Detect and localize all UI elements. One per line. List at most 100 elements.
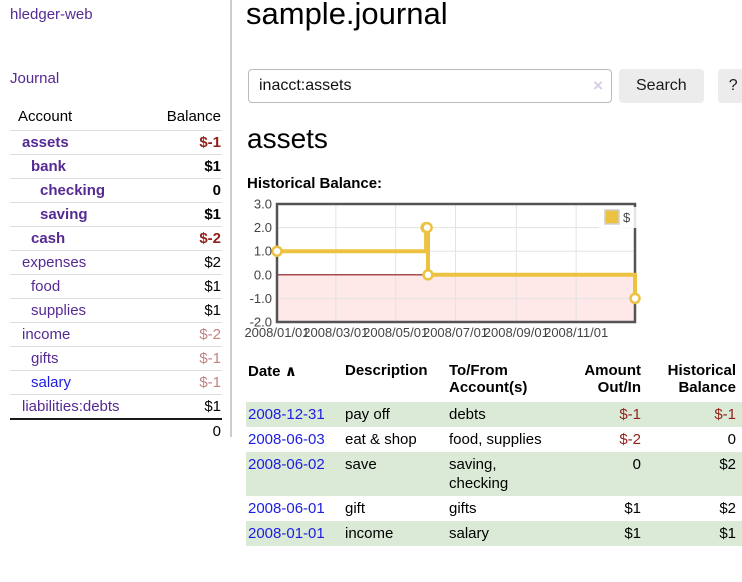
search-button[interactable]: Search	[619, 69, 704, 103]
accounts-tree-table: Account Balance assets $-1 bank $1 check…	[10, 104, 222, 443]
app-brand-link[interactable]: hledger-web	[10, 6, 93, 23]
transaction-balance: $2	[719, 500, 736, 517]
account-balance: $1	[150, 394, 222, 419]
transaction-row: 2008-06-03 eat & shop food, supplies $-2…	[246, 427, 742, 452]
svg-text:2008/05/01: 2008/05/01	[363, 325, 428, 340]
col-accounts: To/From Account(s)	[449, 362, 528, 396]
register-table: Date ∧ Description To/From Account(s) Am…	[246, 360, 742, 546]
transaction-amount: $1	[624, 525, 641, 542]
transaction-row: 2008-01-01 income salary $1 $1	[246, 521, 742, 546]
svg-text:-2.0: -2.0	[250, 315, 272, 330]
transaction-date-link[interactable]: 2008-06-01	[248, 500, 325, 517]
chart-title: Historical Balance:	[247, 175, 383, 192]
account-link[interactable]: cash	[31, 230, 66, 247]
transaction-date-link[interactable]: 2008-01-01	[248, 525, 325, 542]
transaction-description: pay off	[345, 406, 390, 423]
svg-text:2.0: 2.0	[254, 220, 272, 235]
transaction-amount: $-2	[619, 431, 641, 448]
account-balance: $-1	[150, 346, 222, 371]
account-balance: $1	[150, 202, 222, 227]
account-link[interactable]: supplies	[31, 302, 87, 319]
svg-text:2008/01/01: 2008/01/01	[244, 325, 309, 340]
transaction-row: 2008-06-01 gift gifts $1 $2	[246, 496, 742, 521]
account-balance: $-2	[150, 322, 222, 347]
transaction-amount: $-1	[619, 406, 641, 423]
help-button[interactable]: ?	[717, 69, 742, 103]
transaction-description: eat & shop	[345, 431, 417, 448]
accounts-col-balance: Balance	[150, 104, 222, 131]
account-row: cash $-2	[10, 226, 222, 251]
transaction-accounts: saving, checking	[449, 456, 509, 492]
sort-asc-icon: ∧	[284, 363, 297, 380]
svg-text:1.0: 1.0	[254, 244, 272, 259]
account-link[interactable]: salary	[31, 374, 72, 391]
account-row: food $1	[10, 274, 222, 299]
svg-text:3.0: 3.0	[254, 198, 272, 212]
col-amount: Amount Out/In	[584, 362, 641, 396]
sidebar: hledger-web Journal Account Balance asse…	[0, 0, 232, 443]
account-heading: assets	[247, 123, 328, 154]
transaction-description: gift	[345, 500, 366, 517]
account-balance: $2	[150, 250, 222, 275]
account-link[interactable]: saving	[40, 206, 88, 223]
account-link[interactable]: expenses	[22, 254, 87, 271]
account-row: saving $1	[10, 202, 222, 227]
svg-text:2008/09/01: 2008/09/01	[484, 325, 549, 340]
svg-text:0.0: 0.0	[254, 267, 272, 282]
svg-text:2008/11/01: 2008/11/01	[544, 325, 608, 340]
transaction-amount: 0	[632, 456, 641, 473]
transaction-date-link[interactable]: 2008-06-03	[248, 431, 325, 448]
account-row: bank $1	[10, 154, 222, 179]
page-title: sample.journal	[246, 0, 448, 31]
main-content: sample.journal × Search ? assets Histori…	[233, 0, 742, 582]
account-link[interactable]: food	[31, 278, 61, 295]
transaction-description: income	[345, 525, 394, 542]
account-row: income $-2	[10, 322, 222, 347]
transaction-accounts: food, supplies	[449, 431, 542, 448]
accounts-header-row: Account Balance	[10, 104, 222, 131]
account-balance: $-1	[150, 130, 222, 155]
search-bar: × Search ?	[248, 69, 742, 103]
transaction-accounts: salary	[449, 525, 490, 542]
search-input[interactable]	[248, 69, 612, 103]
account-row: checking 0	[10, 178, 222, 203]
col-date-sortable[interactable]: Date ∧	[248, 363, 297, 380]
chart-legend-label: $	[623, 210, 631, 225]
transaction-balance: $2	[719, 456, 736, 473]
svg-text:-1.0: -1.0	[250, 291, 272, 306]
account-balance: $1	[150, 274, 222, 299]
account-row: gifts $-1	[10, 346, 222, 371]
account-link[interactable]: assets	[22, 134, 69, 151]
transaction-row: 2008-12-31 pay off debts $-1 $-1	[246, 402, 742, 427]
account-link[interactable]: checking	[40, 182, 106, 199]
transaction-description: save	[345, 456, 377, 473]
account-row: supplies $1	[10, 298, 222, 323]
account-link[interactable]: liabilities:debts	[22, 398, 120, 415]
account-balance: $-2	[150, 226, 222, 251]
account-row: salary $-1	[10, 370, 222, 395]
svg-text:2008/07/01: 2008/07/01	[423, 325, 488, 340]
accounts-total-row: 0	[10, 418, 222, 443]
search-box: ×	[248, 69, 612, 103]
account-link[interactable]: income	[22, 326, 71, 343]
svg-text:2008/03/01: 2008/03/01	[303, 325, 368, 340]
col-description: Description	[345, 362, 428, 379]
transaction-balance: $-1	[714, 406, 736, 423]
col-balance: Historical Balance	[667, 362, 736, 396]
transaction-date-link[interactable]: 2008-12-31	[248, 406, 325, 423]
transaction-amount: $1	[624, 500, 641, 517]
sidebar-item-journal[interactable]: Journal	[10, 70, 60, 87]
account-link[interactable]: gifts	[31, 350, 59, 367]
historical-balance-chart: 3.0 2.0 1.0 0.0 -1.0 -2.02008/01/012008/03/01…	[244, 198, 641, 340]
clear-search-icon[interactable]: ×	[593, 76, 603, 95]
accounts-total-value: 0	[150, 418, 222, 443]
transaction-accounts: debts	[449, 406, 486, 423]
transaction-date-link[interactable]: 2008-06-02	[248, 456, 325, 473]
transaction-balance: $1	[719, 525, 736, 542]
account-row: liabilities:debts $1	[10, 394, 222, 419]
accounts-col-account: Account	[10, 104, 151, 131]
transaction-balance: 0	[727, 431, 736, 448]
account-row: assets $-1	[10, 130, 222, 155]
account-balance: $1	[150, 154, 222, 179]
account-link[interactable]: bank	[31, 158, 67, 175]
